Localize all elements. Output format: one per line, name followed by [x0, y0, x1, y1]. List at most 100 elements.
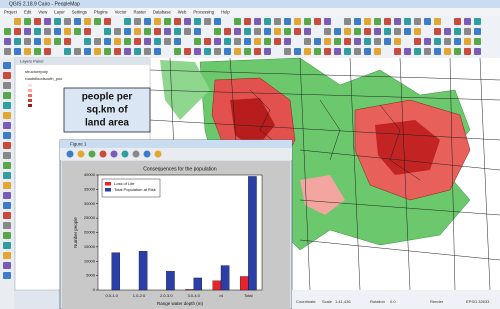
toolbar-button[interactable]: [294, 48, 301, 55]
toolbar-button[interactable]: [184, 18, 191, 25]
toolbar-button[interactable]: [94, 38, 101, 45]
toolbar-button[interactable]: [164, 18, 171, 25]
figure-tool[interactable]: [66, 150, 74, 158]
toolbar-button[interactable]: [444, 28, 451, 35]
tool-button[interactable]: [3, 252, 11, 259]
toolbar-button[interactable]: [64, 38, 71, 45]
toolbar-button[interactable]: [24, 28, 31, 35]
toolbar-button[interactable]: [224, 28, 231, 35]
toolbar-button[interactable]: [344, 38, 351, 45]
toolbar-button[interactable]: [354, 18, 361, 25]
toolbar-button[interactable]: [124, 18, 131, 25]
figure-tool[interactable]: [132, 150, 140, 158]
tool-button[interactable]: [3, 62, 11, 69]
toolbar-button[interactable]: [244, 48, 251, 55]
toolbar-button[interactable]: [474, 18, 481, 25]
toolbar-button[interactable]: [364, 28, 371, 35]
layer-name[interactable]: roadsfloodsouth_poo: [25, 76, 63, 81]
toolbar-button[interactable]: [314, 48, 321, 55]
tool-button[interactable]: [3, 102, 11, 109]
toolbar-button[interactable]: [194, 28, 201, 35]
toolbar-button[interactable]: [94, 18, 101, 25]
toolbar-button[interactable]: [274, 28, 281, 35]
toolbar-button[interactable]: [194, 38, 201, 45]
toolbar-button[interactable]: [314, 38, 321, 45]
toolbar-button[interactable]: [314, 18, 321, 25]
toolbar-button[interactable]: [474, 48, 481, 55]
toolbar-button[interactable]: [264, 28, 271, 35]
figure-tool[interactable]: [110, 150, 118, 158]
toolbar-button[interactable]: [354, 48, 361, 55]
toolbar-button[interactable]: [374, 18, 381, 25]
menu-item[interactable]: Vector: [115, 9, 127, 14]
toolbar-button[interactable]: [124, 28, 131, 35]
toolbar-button[interactable]: [294, 18, 301, 25]
menu-item[interactable]: Plugins: [94, 9, 108, 14]
tool-button[interactable]: [3, 132, 11, 139]
toolbar-button[interactable]: [264, 38, 271, 45]
toolbar-button[interactable]: [394, 18, 401, 25]
toolbar-button[interactable]: [124, 38, 131, 45]
toolbar-button[interactable]: [14, 38, 21, 45]
toolbar-button[interactable]: [284, 38, 291, 45]
tool-button[interactable]: [3, 212, 11, 219]
toolbar-button[interactable]: [374, 28, 381, 35]
toolbar-button[interactable]: [144, 48, 151, 55]
toolbar-button[interactable]: [134, 28, 141, 35]
toolbar-button[interactable]: [324, 38, 331, 45]
toolbar-button[interactable]: [284, 28, 291, 35]
toolbar-button[interactable]: [384, 38, 391, 45]
toolbar-button[interactable]: [364, 48, 371, 55]
toolbar-button[interactable]: [324, 48, 331, 55]
toolbar-button[interactable]: [174, 38, 181, 45]
tool-button[interactable]: [3, 172, 11, 179]
tool-button[interactable]: [3, 272, 11, 279]
toolbar-button[interactable]: [4, 38, 11, 45]
toolbar-button[interactable]: [474, 38, 481, 45]
toolbar-button[interactable]: [454, 28, 461, 35]
toolbar-button[interactable]: [4, 28, 11, 35]
toolbar-button[interactable]: [254, 48, 261, 55]
toolbar-button[interactable]: [424, 38, 431, 45]
tool-button[interactable]: [3, 122, 11, 129]
toolbar-button[interactable]: [44, 28, 51, 35]
toolbar-button[interactable]: [304, 38, 311, 45]
toolbar-button[interactable]: [34, 18, 41, 25]
toolbar-button[interactable]: [174, 28, 181, 35]
toolbar-button[interactable]: [254, 28, 261, 35]
toolbar-button[interactable]: [414, 48, 421, 55]
tool-button[interactable]: [3, 222, 11, 229]
tool-button[interactable]: [3, 152, 11, 159]
menu-item[interactable]: Help: [221, 9, 230, 14]
figure-tool[interactable]: [121, 150, 129, 158]
toolbar-button[interactable]: [434, 38, 441, 45]
toolbar-button[interactable]: [144, 18, 151, 25]
tool-button[interactable]: [3, 82, 11, 89]
toolbar-button[interactable]: [114, 28, 121, 35]
tool-button[interactable]: [3, 192, 11, 199]
toolbar-button[interactable]: [114, 38, 121, 45]
toolbar-button[interactable]: [154, 28, 161, 35]
toolbar-button[interactable]: [154, 48, 161, 55]
tool-button[interactable]: [3, 262, 11, 269]
toolbar-button[interactable]: [224, 38, 231, 45]
figure-tool[interactable]: [154, 150, 162, 158]
toolbar-button[interactable]: [404, 28, 411, 35]
toolbar-button[interactable]: [394, 48, 401, 55]
toolbar-button[interactable]: [64, 18, 71, 25]
toolbar-button[interactable]: [354, 38, 361, 45]
toolbar-button[interactable]: [424, 48, 431, 55]
toolbar-button[interactable]: [34, 48, 41, 55]
toolbar-button[interactable]: [104, 18, 111, 25]
tool-button[interactable]: [3, 162, 11, 169]
toolbar-button[interactable]: [174, 48, 181, 55]
toolbar-button[interactable]: [214, 28, 221, 35]
toolbar-button[interactable]: [304, 48, 311, 55]
tool-button[interactable]: [3, 242, 11, 249]
toolbar-button[interactable]: [114, 48, 121, 55]
toolbar-button[interactable]: [174, 18, 181, 25]
toolbar-button[interactable]: [384, 28, 391, 35]
toolbar-button[interactable]: [194, 18, 201, 25]
toolbar-button[interactable]: [354, 28, 361, 35]
figure-tool[interactable]: [88, 150, 96, 158]
